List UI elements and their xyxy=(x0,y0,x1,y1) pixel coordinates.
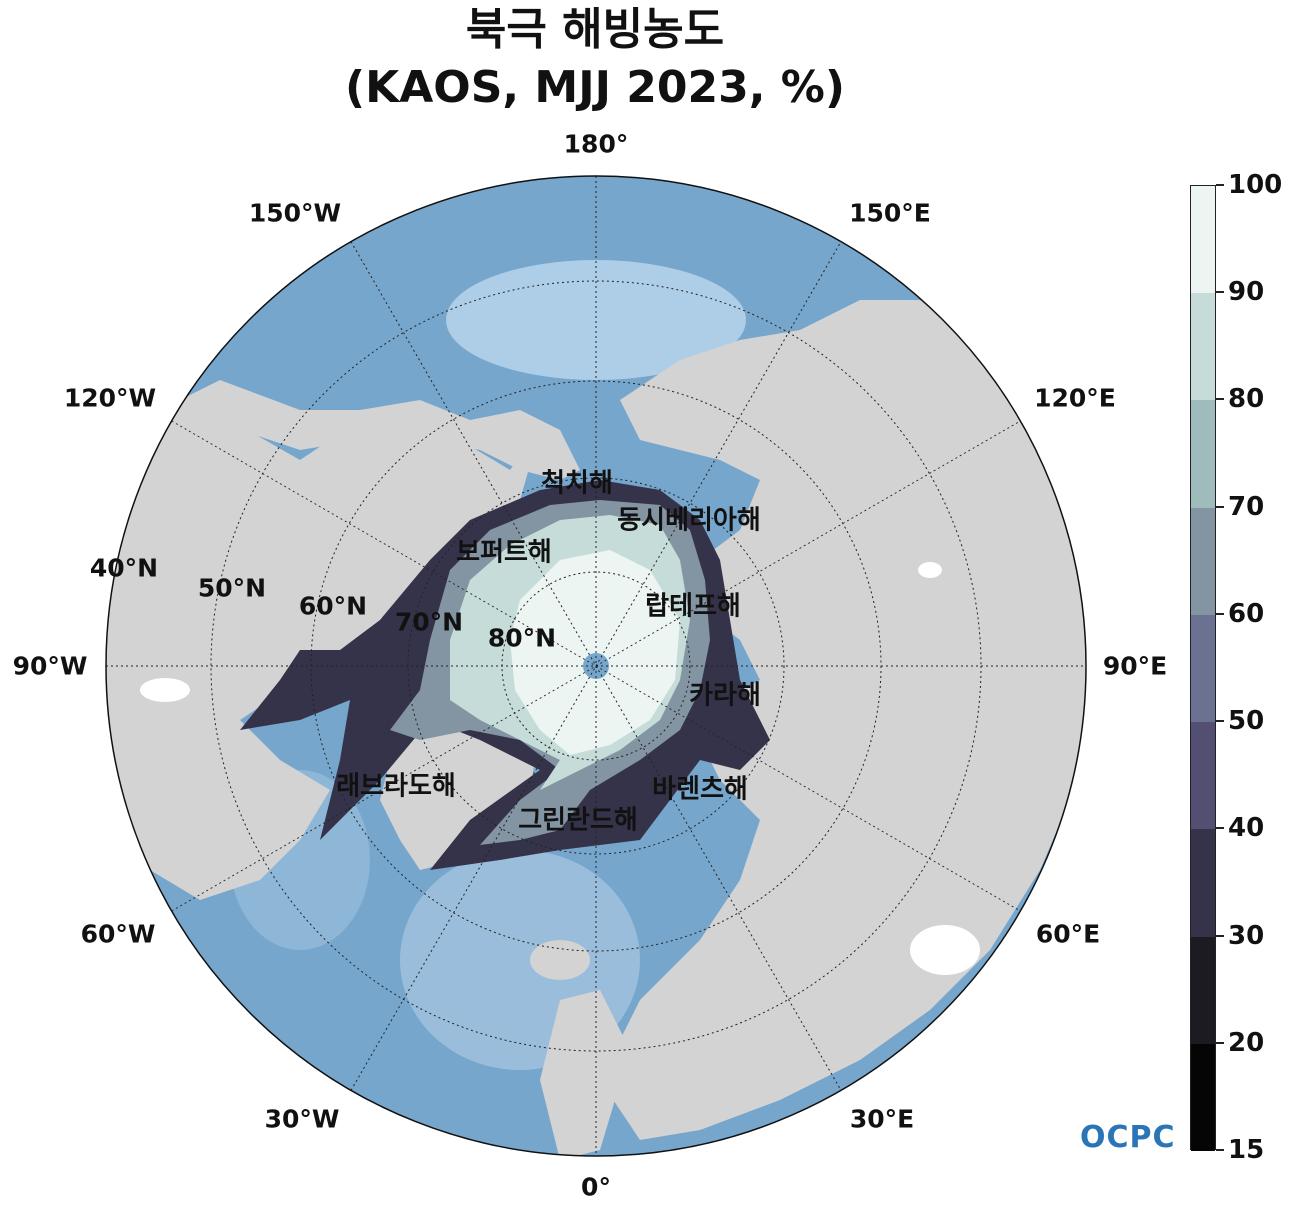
lon-label-90e: 90°E xyxy=(1102,651,1168,681)
colorbar-segment xyxy=(1191,829,1215,937)
colorbar-tick xyxy=(1216,184,1224,186)
alaska-land xyxy=(180,380,580,480)
lon-label-60e: 60°E xyxy=(1035,919,1101,949)
sea-label-kara: 카라해 xyxy=(689,680,761,711)
colorbar-tick xyxy=(1216,398,1224,401)
meridian-line xyxy=(350,241,842,1091)
colorbar-segment xyxy=(1191,1043,1215,1151)
lat-label-80n: 80°N xyxy=(487,623,557,653)
colorbar-tick-label: 30 xyxy=(1228,920,1265,951)
sea-label-chukchi: 척치해 xyxy=(541,468,613,499)
ocpc-logo: OCPC xyxy=(1080,1120,1176,1155)
sea-label-beaufort: 보퍼트해 xyxy=(456,537,552,568)
lon-label-0: 0° xyxy=(581,1172,611,1202)
sea-label-greenland: 그린란드해 xyxy=(518,805,638,836)
map-title: 북극 해빙농도 xyxy=(465,4,725,55)
colorbar-segment xyxy=(1191,614,1215,723)
colorbar-tick-label: 100 xyxy=(1228,170,1283,200)
novaya-lake xyxy=(910,925,980,975)
lon-label-150e: 150°E xyxy=(849,198,931,228)
colorbar-tick-label: 80 xyxy=(1228,384,1265,415)
lon-label-90w: 90°W xyxy=(12,651,88,681)
lat-label-70n: 70°N xyxy=(394,607,464,637)
polar-map xyxy=(105,175,1087,1157)
colorbar-tick xyxy=(1216,1149,1224,1151)
colorbar-tick-label: 40 xyxy=(1228,813,1265,844)
colorbar-tick xyxy=(1216,934,1224,937)
colorbar-segment xyxy=(1191,186,1215,294)
colorbar-segment xyxy=(1191,936,1215,1044)
lon-label-150w: 150°W xyxy=(248,198,342,228)
lon-label-180: 180° xyxy=(563,129,629,159)
colorbar-tick xyxy=(1216,1041,1224,1044)
colorbar-tick xyxy=(1216,720,1224,723)
colorbar-tick-label: 90 xyxy=(1228,277,1265,308)
lon-label-120w: 120°W xyxy=(63,383,157,413)
colorbar-tick-label: 20 xyxy=(1228,1027,1265,1058)
lat-circle-70 xyxy=(407,477,785,855)
colorbar-segment xyxy=(1191,722,1215,830)
lon-label-30w: 30°W xyxy=(264,1104,340,1134)
lon-label-120e: 120°E xyxy=(1034,383,1116,413)
colorbar-tick-label: 50 xyxy=(1228,706,1265,737)
lat-label-50n: 50°N xyxy=(197,573,267,603)
colorbar-tick xyxy=(1216,612,1224,615)
map-subtitle: (KAOS, MJJ 2023, %) xyxy=(345,62,845,113)
bering-shelf xyxy=(446,260,746,380)
colorbar xyxy=(1190,185,1216,1151)
lake-2 xyxy=(918,562,942,578)
british-isles-land xyxy=(540,990,630,1156)
colorbar-tick-label: 15 xyxy=(1228,1135,1265,1165)
lon-label-60w: 60°W xyxy=(80,919,156,949)
sea-ice-core xyxy=(510,550,680,755)
lake-1 xyxy=(140,678,190,702)
iceland-land xyxy=(530,940,590,980)
colorbar-tick xyxy=(1216,291,1224,294)
colorbar-tick xyxy=(1216,505,1224,508)
colorbar-segment xyxy=(1191,507,1215,615)
colorbar-tick xyxy=(1216,827,1224,830)
sea-label-laptev: 랍테프해 xyxy=(645,591,741,622)
colorbar-tick-label: 70 xyxy=(1228,491,1265,522)
lat-circle-80 xyxy=(501,571,691,761)
meridians xyxy=(106,176,1086,1156)
lat-label-40n: 40°N xyxy=(89,553,159,583)
eurasia-land xyxy=(600,300,1086,1140)
colorbar-segment xyxy=(1191,400,1215,508)
colorbar-segment xyxy=(1191,293,1215,401)
colorbar-tick-label: 60 xyxy=(1228,598,1265,629)
sea-label-barents: 바렌츠해 xyxy=(652,774,748,805)
map-boundary xyxy=(105,175,1087,1157)
sea-label-east-siberian: 동시베리아해 xyxy=(617,505,761,536)
lat-label-60n: 60°N xyxy=(298,591,368,621)
lon-label-30e: 30°E xyxy=(849,1104,915,1134)
sea-label-labrador: 래브라도해 xyxy=(336,771,456,802)
